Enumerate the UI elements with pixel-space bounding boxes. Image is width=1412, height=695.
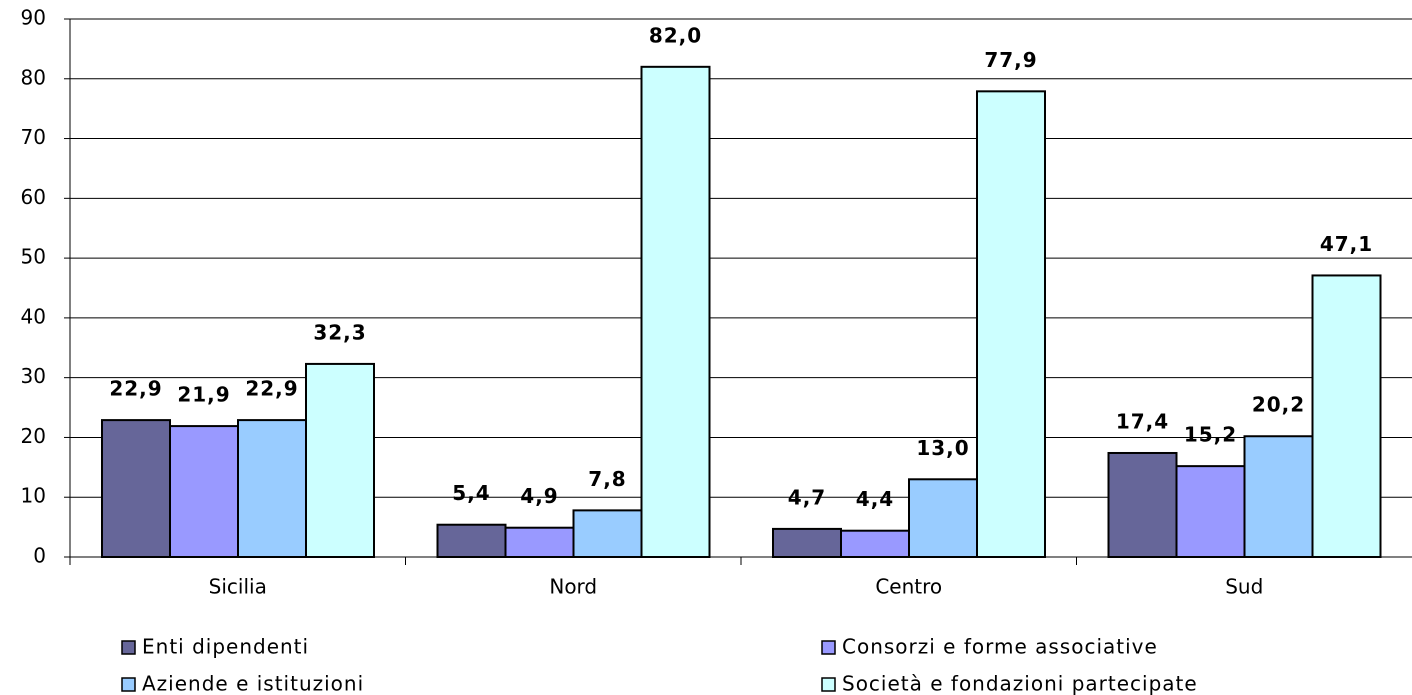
bar: [976, 90, 1046, 558]
y-tick-label: 20: [21, 424, 46, 448]
y-tick-label: 40: [21, 304, 46, 328]
data-label: 22,9: [109, 377, 162, 401]
y-tick-label: 70: [21, 125, 46, 149]
data-label: 15,2: [1184, 423, 1237, 447]
legend-swatch: [821, 640, 836, 655]
y-tick-label: 10: [21, 484, 46, 508]
data-label: 17,4: [1116, 409, 1169, 433]
x-tick-label: Centro: [875, 575, 942, 599]
bar: [101, 419, 171, 558]
legend-label: Società e fondazioni partecipate: [842, 672, 1198, 695]
bar: [840, 529, 910, 558]
bar: [772, 527, 842, 558]
bar: [1243, 435, 1314, 559]
data-label: 13,0: [916, 436, 969, 460]
x-tick-label: Sud: [1225, 575, 1263, 599]
data-label: 77,9: [984, 48, 1037, 72]
legend-swatch: [821, 677, 836, 692]
bar: [305, 362, 375, 559]
x-tick-label: Nord: [549, 575, 597, 599]
data-label: 32,3: [313, 320, 366, 344]
y-tick-label: 80: [21, 65, 46, 89]
bar: [908, 478, 978, 558]
data-label: 5,4: [452, 481, 490, 505]
legend-label: Enti dipendenti: [142, 635, 309, 659]
legend-label: Consorzi e forme associative: [842, 635, 1158, 659]
bar: [1311, 274, 1382, 558]
legend-swatch: [121, 640, 136, 655]
data-label: 82,0: [649, 23, 702, 47]
data-label: 20,2: [1252, 393, 1305, 417]
x-tick-label: Sicilia: [209, 575, 267, 599]
y-tick-label: 0: [33, 544, 46, 568]
y-tick-label: 60: [21, 185, 46, 209]
data-label: 7,8: [588, 467, 626, 491]
y-tick-label: 90: [21, 6, 46, 30]
legend-swatch: [121, 677, 136, 692]
bar: [237, 419, 307, 558]
y-tick-label: 30: [21, 364, 46, 388]
bar: [572, 509, 643, 558]
legend-label: Aziende e istituzioni: [142, 672, 364, 695]
data-label: 4,7: [788, 485, 826, 509]
bar: [640, 65, 711, 558]
bar: [504, 526, 575, 558]
data-label: 22,9: [245, 377, 298, 401]
data-label: 4,4: [856, 487, 894, 511]
bar: [436, 523, 507, 558]
bar: [1175, 465, 1246, 559]
y-tick-label: 50: [21, 245, 46, 269]
bar: [1107, 451, 1178, 558]
bar: [169, 425, 239, 558]
data-label: 4,9: [520, 484, 558, 508]
data-label: 47,1: [1320, 232, 1373, 256]
data-label: 21,9: [177, 383, 230, 407]
